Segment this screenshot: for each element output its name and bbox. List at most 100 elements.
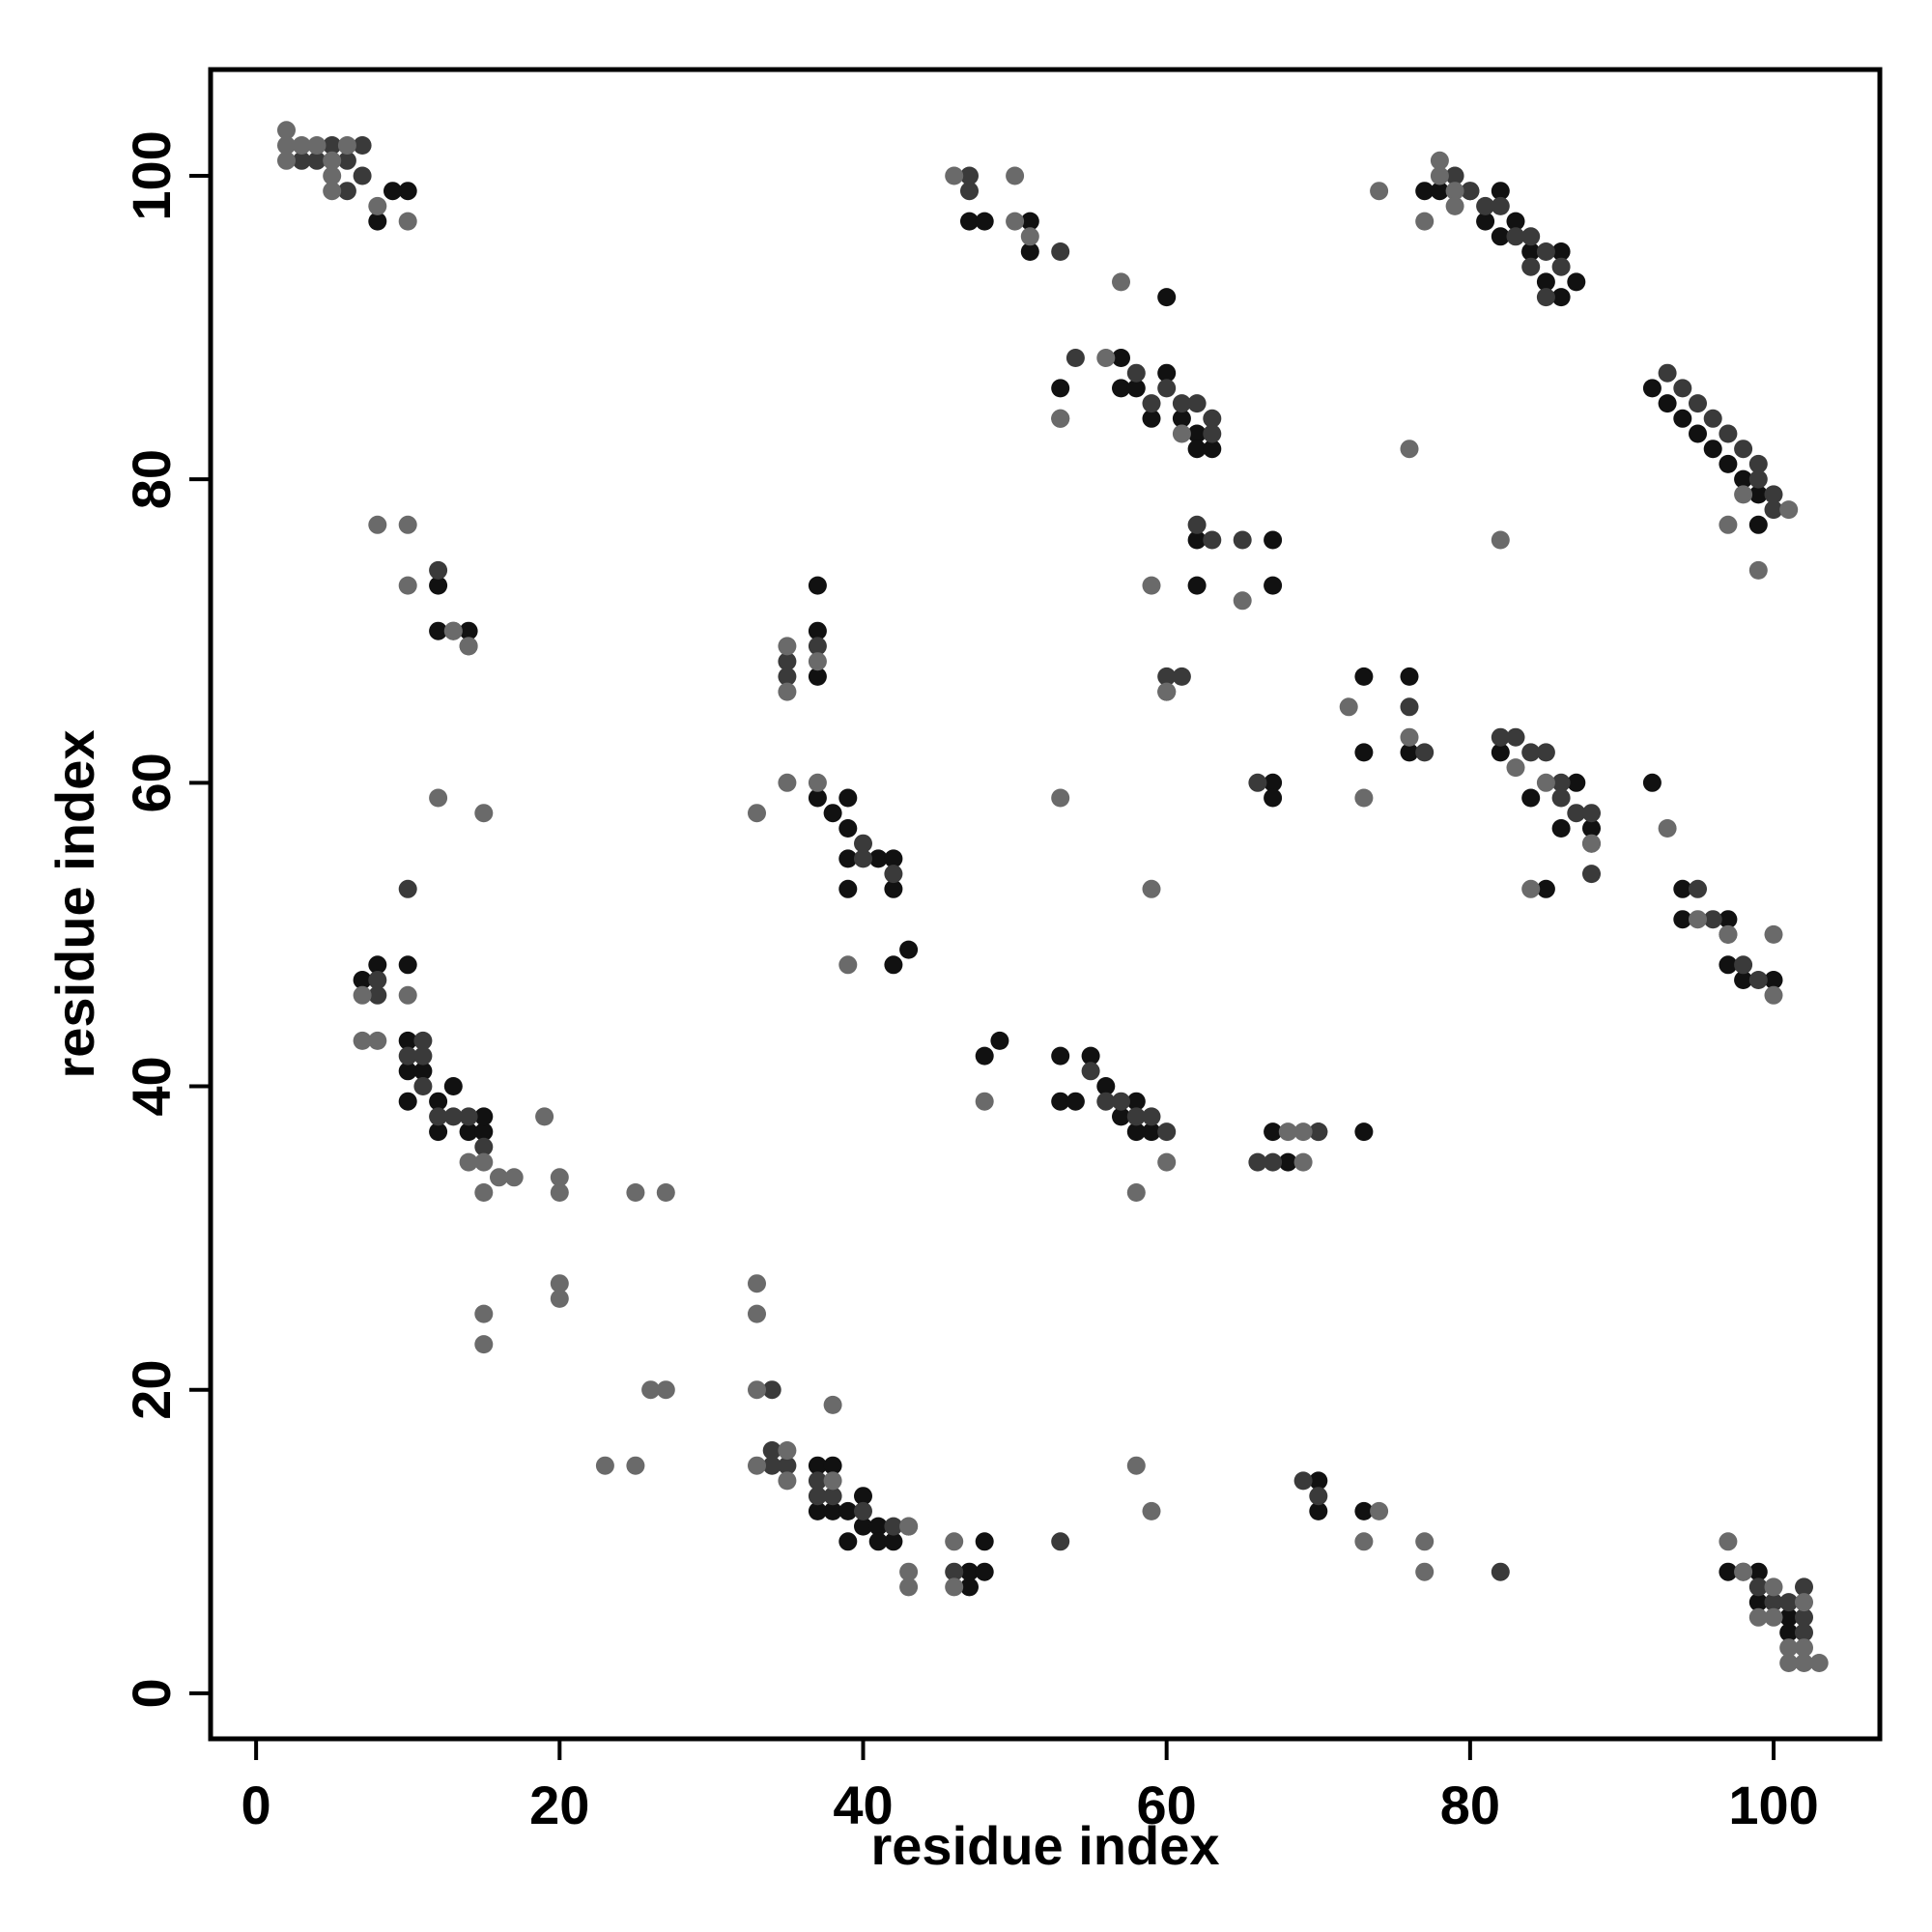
data-point bbox=[748, 1456, 766, 1475]
data-point bbox=[945, 1577, 964, 1597]
data-point bbox=[353, 136, 372, 155]
data-point bbox=[398, 1092, 417, 1111]
data-point bbox=[1430, 182, 1449, 201]
data-point bbox=[1658, 363, 1677, 383]
data-point bbox=[1491, 227, 1510, 246]
data-point bbox=[1567, 804, 1586, 823]
data-point bbox=[868, 1517, 888, 1536]
data-point bbox=[1278, 1152, 1297, 1172]
data-point bbox=[1157, 667, 1177, 686]
data-point bbox=[1536, 879, 1555, 898]
data-point bbox=[1734, 971, 1753, 989]
data-point bbox=[808, 637, 827, 656]
data-point bbox=[307, 136, 327, 155]
data-point bbox=[1430, 151, 1449, 170]
data-point bbox=[1354, 743, 1374, 762]
data-point bbox=[353, 166, 372, 185]
data-point bbox=[808, 652, 827, 671]
x-tick-label: 40 bbox=[833, 1775, 893, 1835]
data-point bbox=[1582, 819, 1601, 838]
data-point bbox=[1370, 1501, 1389, 1520]
data-point bbox=[1795, 1654, 1813, 1672]
data-point bbox=[368, 971, 387, 989]
data-point bbox=[1795, 1577, 1813, 1597]
data-point bbox=[292, 136, 311, 155]
data-point bbox=[899, 1577, 919, 1597]
data-point bbox=[945, 1532, 964, 1551]
data-point bbox=[1748, 469, 1768, 489]
data-point bbox=[1779, 1623, 1799, 1642]
data-point bbox=[838, 1532, 858, 1551]
data-point bbox=[1491, 743, 1510, 762]
data-point bbox=[945, 166, 964, 185]
data-point bbox=[1293, 1152, 1313, 1172]
data-point bbox=[459, 637, 478, 656]
data-point bbox=[1400, 743, 1419, 762]
data-point bbox=[368, 515, 387, 534]
data-point bbox=[808, 576, 827, 595]
y-tick-label: 20 bbox=[121, 1360, 182, 1420]
data-point bbox=[1126, 1456, 1146, 1475]
data-point bbox=[1006, 166, 1025, 185]
data-point bbox=[398, 576, 417, 595]
data-point bbox=[1293, 1471, 1313, 1491]
data-point bbox=[975, 1562, 994, 1581]
data-point bbox=[1461, 182, 1480, 201]
data-point bbox=[1112, 272, 1130, 292]
data-point bbox=[398, 1046, 417, 1065]
data-point bbox=[778, 773, 797, 792]
data-point bbox=[823, 1456, 842, 1475]
data-point bbox=[1689, 910, 1707, 929]
data-point bbox=[960, 212, 979, 231]
data-point bbox=[945, 1562, 964, 1581]
data-point bbox=[368, 985, 387, 1005]
data-point bbox=[1051, 242, 1070, 261]
data-point bbox=[1309, 1122, 1328, 1142]
data-point bbox=[1551, 773, 1571, 792]
data-point bbox=[778, 1471, 797, 1491]
data-point bbox=[1703, 910, 1722, 929]
data-point bbox=[1536, 288, 1555, 307]
data-point bbox=[854, 1517, 872, 1536]
data-point bbox=[1051, 1046, 1070, 1065]
data-point bbox=[1142, 394, 1161, 413]
data-point bbox=[1293, 1122, 1313, 1142]
data-point bbox=[1187, 440, 1207, 459]
data-point bbox=[1582, 804, 1601, 823]
data-point bbox=[748, 1274, 766, 1293]
data-point bbox=[838, 879, 858, 898]
data-point bbox=[323, 151, 342, 170]
data-point bbox=[277, 151, 296, 170]
data-point bbox=[1521, 242, 1541, 261]
data-point bbox=[1689, 394, 1707, 413]
data-point bbox=[1719, 955, 1738, 975]
data-point bbox=[808, 1487, 827, 1506]
data-point bbox=[1719, 1562, 1738, 1581]
data-point bbox=[1233, 591, 1252, 611]
data-point bbox=[778, 652, 797, 671]
data-point bbox=[1142, 1107, 1161, 1126]
data-point bbox=[1642, 379, 1662, 398]
data-point bbox=[1491, 530, 1510, 550]
data-point bbox=[778, 1441, 797, 1460]
data-point bbox=[808, 667, 827, 686]
data-point bbox=[1354, 1532, 1374, 1551]
data-point bbox=[899, 940, 919, 959]
data-point bbox=[960, 1577, 979, 1597]
data-point bbox=[443, 1107, 463, 1126]
data-point bbox=[838, 788, 858, 808]
data-point bbox=[884, 1532, 903, 1551]
data-point bbox=[398, 182, 417, 201]
data-point bbox=[443, 621, 463, 640]
data-point bbox=[413, 1046, 433, 1065]
data-point bbox=[975, 1532, 994, 1551]
data-point bbox=[975, 1092, 994, 1111]
data-point bbox=[550, 1289, 569, 1308]
data-point bbox=[429, 1107, 448, 1126]
x-tick-label: 60 bbox=[1137, 1775, 1197, 1835]
data-point bbox=[1096, 1077, 1116, 1095]
data-point bbox=[1142, 576, 1161, 595]
data-point bbox=[960, 166, 979, 185]
data-point bbox=[1764, 985, 1783, 1005]
data-point bbox=[1172, 409, 1191, 428]
